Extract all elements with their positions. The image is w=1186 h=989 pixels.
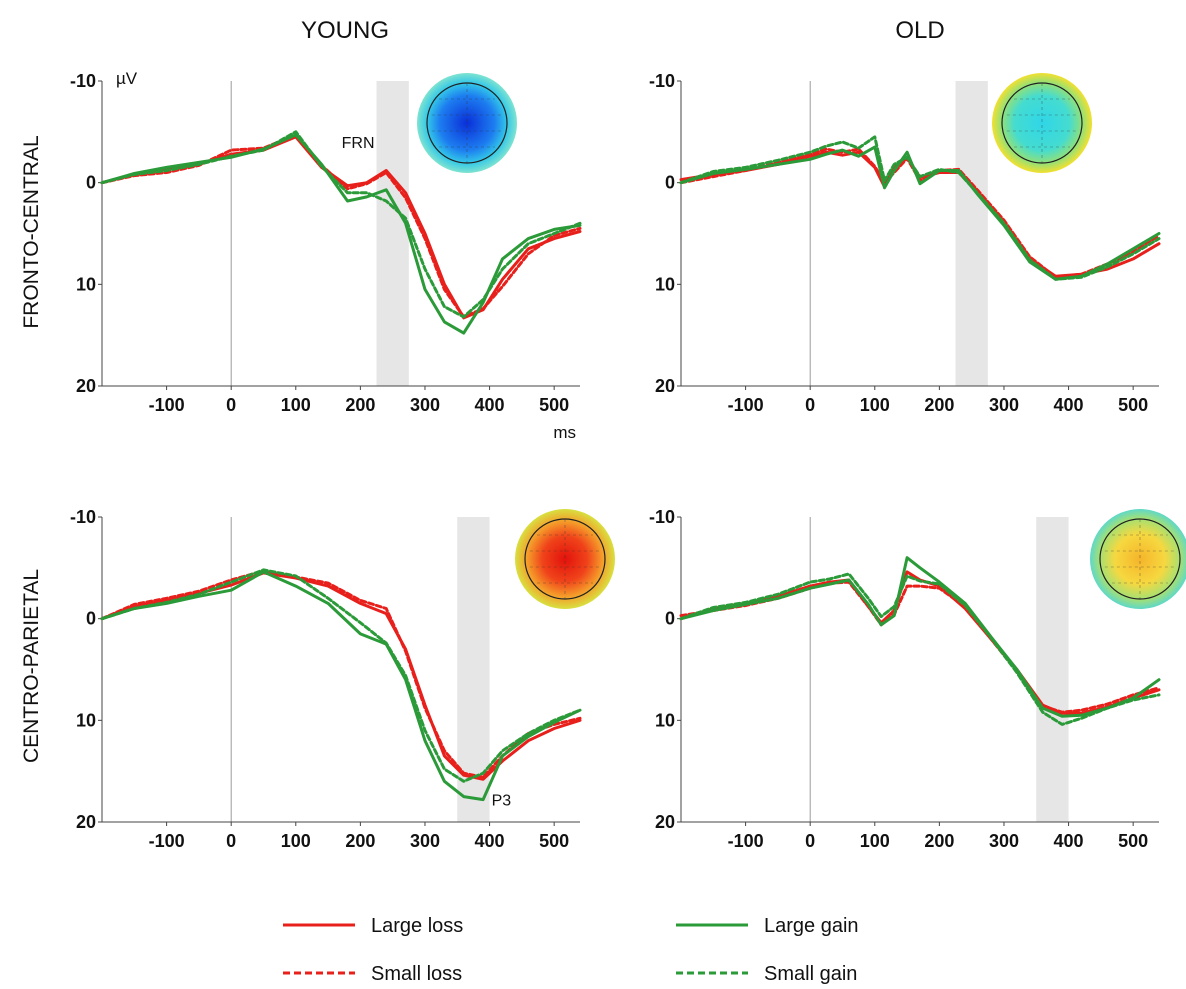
x-tick-label: -100 xyxy=(149,395,185,415)
y-tick-label: 0 xyxy=(665,173,675,193)
series-line-large-loss xyxy=(100,135,582,320)
scalp-topomap xyxy=(417,73,517,173)
x-tick-label: 200 xyxy=(924,831,954,851)
series-line-small-gain xyxy=(100,568,582,783)
x-tick-label: 100 xyxy=(860,831,890,851)
y-tick-label: 0 xyxy=(665,609,675,629)
x-tick-label: 0 xyxy=(226,395,236,415)
scalp-topomap xyxy=(992,73,1092,173)
legend-label: Small loss xyxy=(371,963,462,985)
x-tick-label: 400 xyxy=(1054,831,1084,851)
column-title-old: OLD xyxy=(895,17,944,44)
component-label-frn: FRN xyxy=(342,135,375,152)
x-tick-label: 300 xyxy=(410,395,440,415)
series-line-large-gain xyxy=(100,570,582,802)
x-tick-label: 400 xyxy=(475,395,505,415)
y-unit-label: µV xyxy=(116,69,138,88)
series-line-large-gain xyxy=(100,133,582,335)
topomap-disc xyxy=(992,73,1092,173)
x-tick-label: 200 xyxy=(345,831,375,851)
series-line-small-gain xyxy=(679,135,1161,281)
y-tick-label: 0 xyxy=(86,173,96,193)
y-tick-label: 10 xyxy=(76,274,96,294)
x-tick-label: 300 xyxy=(989,395,1019,415)
y-tick-label: 0 xyxy=(86,609,96,629)
x-tick-label: 400 xyxy=(475,831,505,851)
x-tick-label: 500 xyxy=(539,395,569,415)
x-tick-label: -100 xyxy=(728,831,764,851)
x-tick-label: 400 xyxy=(1054,395,1084,415)
component-label-p3: P3 xyxy=(492,793,512,810)
y-tick-label: 10 xyxy=(655,710,675,730)
scalp-topomap xyxy=(515,509,615,609)
topomap-disc xyxy=(1090,509,1186,609)
analysis-window xyxy=(376,81,409,386)
x-tick-label: 300 xyxy=(989,831,1019,851)
scalp-topomap xyxy=(1090,509,1186,609)
y-tick-label: 10 xyxy=(76,710,96,730)
x-tick-label: 500 xyxy=(539,831,569,851)
y-tick-label: -10 xyxy=(649,71,675,91)
y-tick-label: -10 xyxy=(70,71,96,91)
x-tick-label: 100 xyxy=(281,831,311,851)
row-title-centro-parietal: CENTRO-PARIETAL xyxy=(20,569,43,763)
column-title-young: YOUNG xyxy=(301,17,389,44)
x-tick-label: 100 xyxy=(281,395,311,415)
topomap-disc xyxy=(417,73,517,173)
x-tick-label: 0 xyxy=(805,831,815,851)
x-tick-label: 500 xyxy=(1118,831,1148,851)
y-tick-label: 20 xyxy=(655,376,675,396)
series-line-large-loss xyxy=(679,570,1161,715)
series-line-small-gain xyxy=(100,130,582,319)
series-line-small-loss xyxy=(100,133,582,319)
y-tick-label: -10 xyxy=(649,507,675,527)
analysis-window xyxy=(955,81,988,386)
legend-item-small-loss: Small loss xyxy=(283,963,462,985)
y-tick-label: 20 xyxy=(76,376,96,396)
legend: Large loss Small loss Large gain Small gain xyxy=(283,915,859,985)
legend-item-large-loss: Large loss xyxy=(283,915,463,937)
x-tick-label: -100 xyxy=(728,395,764,415)
x-tick-label: 100 xyxy=(860,395,890,415)
series-line-large-gain xyxy=(679,556,1161,718)
y-tick-label: -10 xyxy=(70,507,96,527)
legend-label: Large loss xyxy=(371,915,463,937)
y-tick-label: 20 xyxy=(655,812,675,832)
topomap-disc xyxy=(515,509,615,609)
x-tick-label: 200 xyxy=(345,395,375,415)
x-tick-label: -100 xyxy=(149,831,185,851)
row-title-fronto-central: FRONTO-CENTRAL xyxy=(20,135,43,328)
x-tick-label: 0 xyxy=(805,395,815,415)
legend-item-small-gain: Small gain xyxy=(676,963,857,985)
legend-label: Large gain xyxy=(764,915,859,937)
legend-label: Small gain xyxy=(764,963,857,985)
x-tick-label: 200 xyxy=(924,395,954,415)
y-tick-label: 10 xyxy=(655,274,675,294)
series-line-small-gain xyxy=(679,572,1161,726)
legend-item-large-gain: Large gain xyxy=(676,915,859,937)
x-tick-label: 300 xyxy=(410,831,440,851)
y-tick-label: 20 xyxy=(76,812,96,832)
x-unit-label: ms xyxy=(553,423,576,442)
analysis-window xyxy=(1036,517,1069,822)
series-line-large-loss xyxy=(679,150,1161,278)
x-tick-label: 500 xyxy=(1118,395,1148,415)
x-tick-label: 0 xyxy=(226,831,236,851)
